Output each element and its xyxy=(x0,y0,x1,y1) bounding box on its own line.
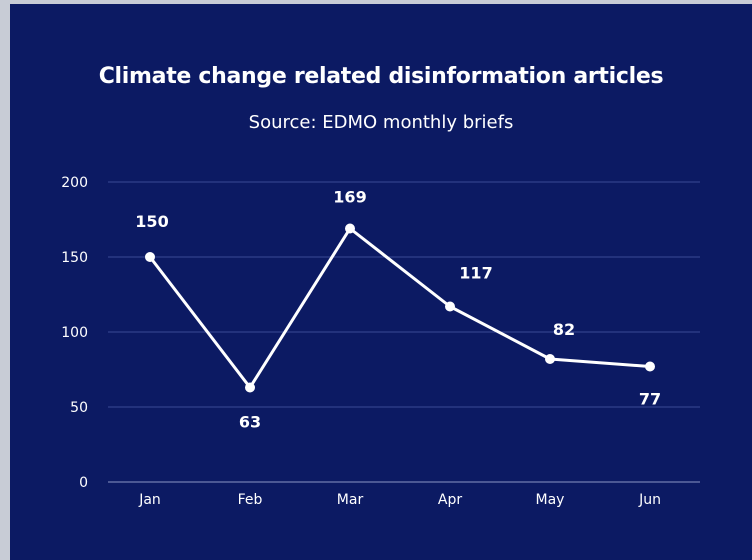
y-tick-label: 200 xyxy=(61,175,88,191)
x-tick-label: Jun xyxy=(638,492,661,508)
data-label-mar: 169 xyxy=(333,188,366,207)
data-label-jun: 77 xyxy=(639,390,661,409)
x-tick-label: May xyxy=(536,492,565,508)
x-tick-label: Apr xyxy=(438,492,462,508)
y-tick-label: 0 xyxy=(79,475,88,491)
x-tick-label: Mar xyxy=(337,492,364,508)
chart-title: Climate change related disinformation ar… xyxy=(98,64,664,89)
chart-card: Climate change related disinformation ar… xyxy=(10,4,752,560)
data-label-may: 82 xyxy=(553,320,575,339)
chart-subtitle: Source: EDMO monthly briefs xyxy=(248,112,514,133)
data-point-jun xyxy=(645,361,655,372)
y-tick-label: 100 xyxy=(61,325,88,341)
y-tick-label: 50 xyxy=(70,400,88,416)
data-label-apr: 117 xyxy=(459,264,492,283)
data-point-feb xyxy=(245,382,255,393)
data-point-apr xyxy=(445,301,455,312)
x-tick-label: Jan xyxy=(138,492,161,508)
line-chart: 0 50 100 150 200 Jan Feb Mar Apr May Jun 150 63 169… xyxy=(61,175,700,508)
data-label-jan: 150 xyxy=(135,212,168,231)
series-line xyxy=(148,227,652,389)
y-tick-label: 150 xyxy=(61,250,88,266)
x-tick-label: Feb xyxy=(238,492,263,508)
data-point-may xyxy=(545,354,555,364)
data-label-feb: 63 xyxy=(239,413,261,432)
data-point-mar xyxy=(345,223,355,234)
data-point-jan xyxy=(145,252,155,262)
